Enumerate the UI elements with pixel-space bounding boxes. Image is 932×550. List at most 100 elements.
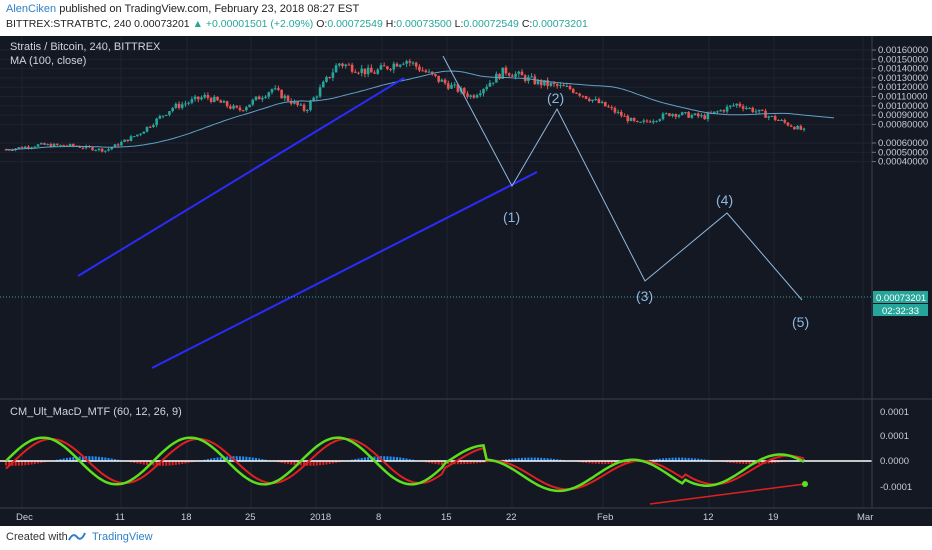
macd-bar <box>517 458 520 461</box>
channel-upper-line[interactable] <box>77 77 405 277</box>
macd-bar <box>315 461 318 466</box>
candle-body <box>334 65 338 73</box>
macd-bar <box>88 456 91 461</box>
candle-body <box>107 149 110 151</box>
candle-body <box>126 139 130 142</box>
candle-body <box>286 95 290 101</box>
macd-bar <box>581 461 584 463</box>
candle-body <box>104 150 107 152</box>
time-tick-label: 22 <box>506 512 517 523</box>
macd-bar <box>283 461 286 464</box>
macd-bar <box>168 461 171 466</box>
tradingview-logo-icon <box>68 532 86 541</box>
macd-bar <box>588 461 591 464</box>
last-price: 0.00073201 <box>134 18 190 30</box>
candle-body <box>437 75 440 82</box>
candle-body <box>139 133 142 135</box>
macd-bar <box>65 457 68 461</box>
tradingview-brand[interactable]: TradingView <box>92 531 153 543</box>
macd-bar <box>187 461 190 463</box>
candle-body <box>366 67 370 75</box>
macd-bar <box>533 457 536 461</box>
ma-line <box>5 70 835 151</box>
candle-body <box>187 102 190 104</box>
candle-body <box>703 115 706 120</box>
author-link[interactable]: AlenCiken <box>6 3 57 15</box>
macd-bar <box>174 461 177 465</box>
macd-bar <box>91 456 94 461</box>
macd-bar <box>703 459 706 461</box>
time-axis[interactable]: Dec 11 18 25 2018 8 15 22 Feb 12 19 Mar <box>16 512 873 523</box>
macd-bar <box>389 456 392 461</box>
candle-body <box>802 128 806 130</box>
macd-bar <box>280 461 283 463</box>
candle-body <box>706 113 710 120</box>
candle-body <box>315 96 319 98</box>
candle-body <box>732 105 735 107</box>
candle-body <box>565 85 569 87</box>
macd-bar <box>40 461 43 463</box>
candle-body <box>482 89 485 94</box>
candle-body <box>674 114 678 117</box>
candle-body <box>97 148 101 151</box>
macd-bar <box>466 461 469 464</box>
wave-path[interactable] <box>442 55 803 301</box>
candle-body <box>690 115 694 118</box>
current-price-tag-text: 0.00073201 <box>876 293 926 304</box>
candle-body <box>23 146 27 149</box>
time-tick-label: Feb <box>597 512 613 523</box>
macd-last-dot <box>802 481 808 487</box>
macd-bar <box>181 461 184 465</box>
candle-body <box>623 115 626 117</box>
candle-body <box>382 65 386 67</box>
price-tick-label: 0.00140000 <box>878 64 928 75</box>
candle-body <box>504 67 508 74</box>
macd-bar <box>383 456 386 461</box>
candle-body <box>443 79 447 84</box>
candle-body <box>72 144 75 146</box>
macd-axis[interactable]: 0.0001 0.0001 0.0000 -0.0001 <box>880 407 912 493</box>
macd-bar <box>27 461 30 465</box>
price-tick-label: 0.00060000 <box>878 138 928 149</box>
candle-body <box>562 84 565 87</box>
high-label: H: <box>385 18 397 30</box>
macd-bar <box>142 461 145 465</box>
candle-body <box>456 84 460 92</box>
macd-bar <box>735 461 738 464</box>
candle-body <box>498 73 501 79</box>
candle-body <box>684 112 687 114</box>
candle-body <box>514 73 517 77</box>
candle-body <box>530 76 533 78</box>
macd-bar <box>450 461 453 465</box>
candle-body <box>245 107 248 111</box>
candle-body <box>479 93 482 96</box>
close-label: C: <box>521 18 533 30</box>
macd-bar <box>33 461 36 465</box>
candle-body <box>427 71 431 73</box>
macd-bar <box>113 459 116 461</box>
macd-bar <box>520 457 523 461</box>
candle-body <box>344 64 348 67</box>
candle-body <box>748 107 751 109</box>
macd-slow-line <box>5 437 805 491</box>
candle-body <box>655 120 658 122</box>
candle-body <box>543 80 546 86</box>
macd-bar <box>456 461 459 465</box>
candle-body <box>466 93 469 97</box>
macd-bar <box>729 461 732 463</box>
macd-bar <box>14 461 17 466</box>
chart-area[interactable]: (1) (2) (3) (4) (5) 0.00160000 0.00150000… <box>0 36 932 526</box>
macd-bar <box>17 461 20 466</box>
macd-bar <box>537 457 539 461</box>
macd-bar <box>287 461 290 465</box>
candle-body <box>261 97 264 100</box>
macd-bar <box>136 461 139 464</box>
macd-divergence-line[interactable] <box>649 483 806 505</box>
price-axis[interactable]: 0.001600000.001500000.001400000.00130000… <box>872 45 928 168</box>
macd-bar <box>770 461 773 464</box>
candle-body <box>411 62 415 64</box>
candle-body <box>408 61 412 63</box>
macd-bar <box>431 461 434 464</box>
channel-lower-line[interactable] <box>151 171 538 369</box>
chart-svg[interactable]: (1) (2) (3) (4) (5) 0.001600000.00150000… <box>0 36 932 526</box>
